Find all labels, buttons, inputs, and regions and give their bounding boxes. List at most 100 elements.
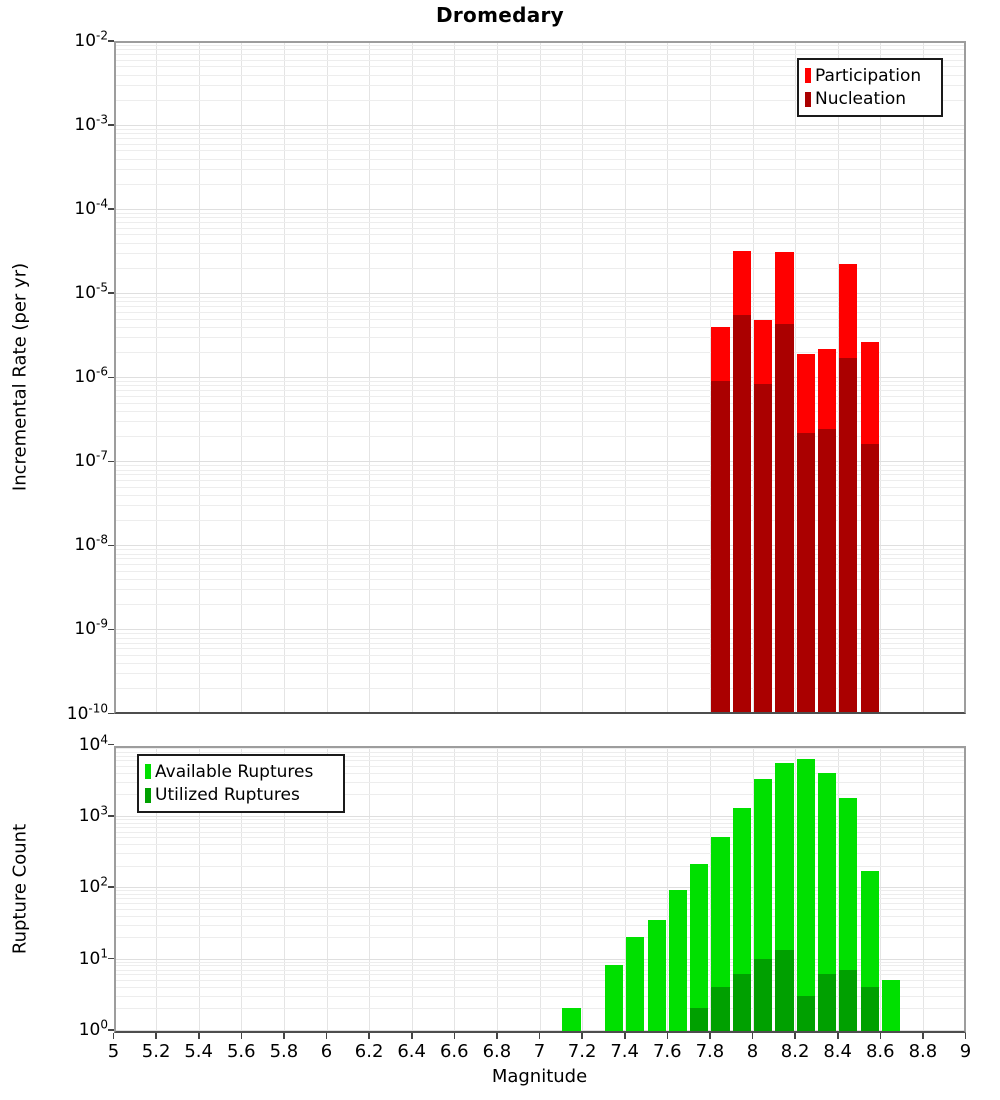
gridline bbox=[369, 746, 371, 1033]
gridline bbox=[667, 746, 669, 1033]
utilized-ruptures-swatch-icon bbox=[145, 787, 151, 803]
x-tick-label: 6.8 bbox=[482, 1041, 512, 1062]
available-ruptures-bar bbox=[881, 980, 901, 1033]
legend-item-participation: Participation bbox=[805, 64, 935, 88]
gridline bbox=[795, 746, 797, 1033]
gridline bbox=[113, 410, 966, 412]
gridline bbox=[113, 819, 966, 821]
gridline bbox=[156, 746, 158, 1033]
gridline bbox=[496, 41, 498, 714]
x-tick bbox=[837, 1033, 839, 1039]
gridline bbox=[113, 301, 966, 303]
x-tick-label: 6.2 bbox=[354, 1041, 384, 1062]
x-tick-label: 8 bbox=[746, 1041, 759, 1062]
gridline bbox=[752, 41, 754, 714]
gridline bbox=[113, 337, 966, 339]
gridline bbox=[113, 760, 966, 762]
gridline bbox=[113, 545, 966, 547]
x-tick bbox=[155, 1033, 157, 1039]
gridline bbox=[113, 924, 966, 926]
y-tick-label: 10-7 bbox=[74, 448, 108, 472]
y-tick bbox=[107, 376, 114, 378]
gridline bbox=[454, 41, 456, 714]
available-ruptures-bar bbox=[690, 864, 709, 1033]
legend-label: Nucleation bbox=[815, 89, 907, 110]
gridline bbox=[113, 395, 966, 397]
x-tick-label: 9 bbox=[959, 1041, 972, 1062]
gridline bbox=[113, 217, 966, 219]
gridline bbox=[113, 604, 966, 606]
gridline bbox=[326, 41, 328, 714]
gridline bbox=[113, 558, 966, 560]
gridline bbox=[922, 746, 924, 1033]
incremental-rate-panel bbox=[113, 41, 966, 714]
gridline bbox=[113, 138, 966, 140]
y-tick bbox=[107, 292, 114, 294]
gridline bbox=[113, 995, 966, 997]
gridline bbox=[837, 41, 839, 714]
x-tick bbox=[368, 1033, 370, 1039]
gridline bbox=[113, 826, 966, 828]
participation-swatch-icon bbox=[805, 68, 811, 84]
x-tick-label: 8.6 bbox=[865, 1041, 895, 1062]
legend-item-nucleation: Nucleation bbox=[805, 88, 935, 112]
legend-item-available-ruptures: Available Ruptures bbox=[145, 760, 337, 784]
x-tick bbox=[922, 1033, 924, 1039]
nucleation-bar bbox=[817, 429, 837, 714]
x-tick bbox=[751, 1033, 754, 1039]
y-tick bbox=[107, 957, 114, 960]
x-tick bbox=[666, 1033, 668, 1039]
x-axis-label: Magnitude bbox=[491, 1066, 588, 1087]
gridline bbox=[113, 222, 966, 224]
gridline bbox=[113, 505, 966, 507]
gridline bbox=[113, 894, 966, 896]
utilized-ruptures-bar bbox=[690, 1008, 709, 1033]
gridline bbox=[113, 980, 966, 981]
y-tick bbox=[107, 124, 114, 126]
utilized-ruptures-bar bbox=[860, 986, 879, 1033]
gridline bbox=[241, 41, 243, 714]
gridline bbox=[283, 746, 285, 1033]
gridline bbox=[880, 41, 882, 714]
gridline bbox=[113, 494, 966, 496]
y-tick-label: 10-9 bbox=[74, 616, 108, 640]
gridline bbox=[113, 688, 966, 690]
x-tick bbox=[538, 1033, 541, 1039]
gridline bbox=[113, 937, 966, 938]
gridline bbox=[113, 961, 966, 963]
gridline bbox=[113, 143, 966, 145]
available-ruptures-bar bbox=[796, 758, 815, 1033]
gridline bbox=[113, 781, 966, 783]
x-tick-label: 5.8 bbox=[269, 1041, 299, 1062]
gridline bbox=[113, 747, 966, 749]
y-tick-label: 10-2 bbox=[74, 28, 108, 51]
gridline bbox=[113, 469, 966, 471]
gridline bbox=[113, 755, 966, 757]
gridline bbox=[113, 253, 966, 255]
gridline bbox=[113, 213, 966, 214]
x-tick bbox=[709, 1033, 711, 1039]
nucleation-bar bbox=[775, 324, 794, 714]
nucleation-bar bbox=[732, 315, 751, 714]
gridline bbox=[113, 887, 966, 889]
gridline bbox=[113, 844, 966, 846]
utilized-ruptures-bar bbox=[754, 958, 773, 1033]
gridline bbox=[113, 227, 966, 229]
x-tick-label: 8.4 bbox=[823, 1041, 852, 1062]
x-tick-label: 5.6 bbox=[226, 1041, 256, 1062]
gridline bbox=[113, 633, 966, 635]
y-tick bbox=[107, 460, 114, 463]
gridline bbox=[113, 169, 966, 170]
y-tick bbox=[107, 712, 114, 715]
gridline bbox=[241, 746, 243, 1033]
y-tick bbox=[107, 544, 114, 547]
gridline bbox=[113, 59, 966, 61]
gridline bbox=[113, 837, 966, 839]
y-tick-label: 10-8 bbox=[74, 532, 108, 556]
y-tick bbox=[107, 886, 114, 888]
gridline bbox=[795, 41, 797, 714]
gridline bbox=[113, 421, 966, 423]
gridline bbox=[113, 570, 966, 572]
available-ruptures-bar bbox=[562, 1008, 581, 1033]
nucleation-bar bbox=[796, 432, 815, 714]
